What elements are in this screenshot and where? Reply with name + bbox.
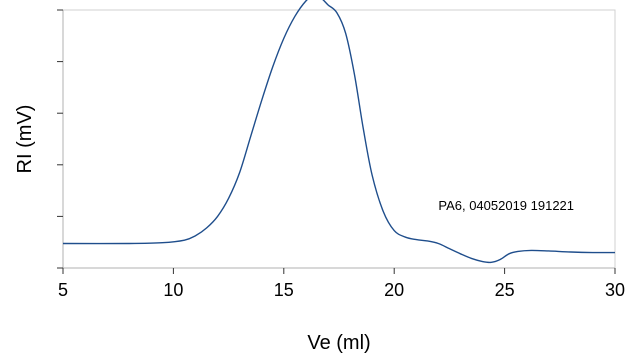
y-ticks bbox=[57, 9, 63, 269]
x-tick-label: 30 bbox=[605, 280, 625, 300]
x-ticks: 5 10 15 20 25 30 bbox=[58, 268, 625, 300]
x-tick-label: 25 bbox=[495, 280, 515, 300]
series-annotation: PA6, 04052019 191221 bbox=[438, 198, 574, 213]
y-axis-label: RI (mV) bbox=[14, 105, 36, 174]
x-tick-label: 20 bbox=[384, 280, 404, 300]
x-axis-label: Ve (ml) bbox=[307, 332, 370, 354]
x-tick-label: 5 bbox=[58, 280, 68, 300]
x-tick-label: 15 bbox=[274, 280, 294, 300]
series-line bbox=[62, 0, 616, 264]
plot-frame bbox=[62, 9, 616, 269]
x-tick-label: 10 bbox=[163, 280, 183, 300]
